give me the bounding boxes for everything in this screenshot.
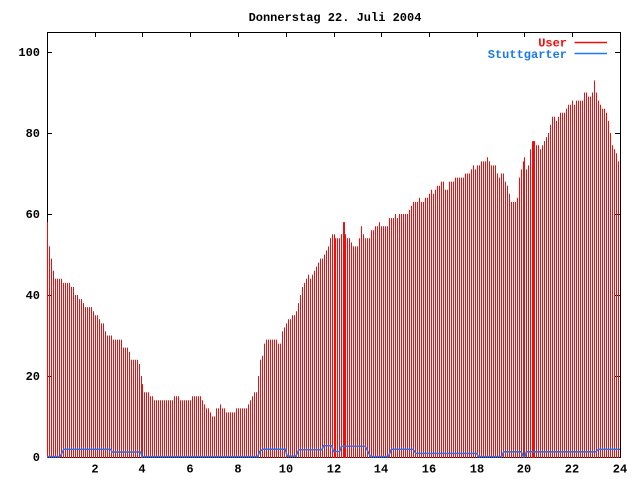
svg-text:20: 20 [517, 463, 531, 477]
svg-text:18: 18 [470, 463, 484, 477]
svg-text:2: 2 [91, 463, 98, 477]
svg-text:20: 20 [26, 370, 40, 384]
svg-text:16: 16 [422, 463, 436, 477]
svg-text:Stuttgarter: Stuttgarter [488, 48, 567, 62]
svg-text:0: 0 [33, 451, 40, 465]
svg-text:24: 24 [613, 463, 627, 477]
svg-text:User: User [538, 37, 567, 51]
svg-text:40: 40 [26, 289, 40, 303]
svg-text:4: 4 [138, 463, 145, 477]
svg-text:14: 14 [374, 463, 388, 477]
svg-text:Donnerstag 22. Juli 2004: Donnerstag 22. Juli 2004 [249, 11, 422, 25]
svg-text:22: 22 [565, 463, 579, 477]
svg-text:10: 10 [279, 463, 293, 477]
svg-text:80: 80 [26, 127, 40, 141]
svg-text:60: 60 [26, 208, 40, 222]
svg-text:12: 12 [327, 463, 341, 477]
svg-text:8: 8 [234, 463, 241, 477]
svg-text:100: 100 [18, 46, 40, 60]
svg-text:6: 6 [186, 463, 193, 477]
